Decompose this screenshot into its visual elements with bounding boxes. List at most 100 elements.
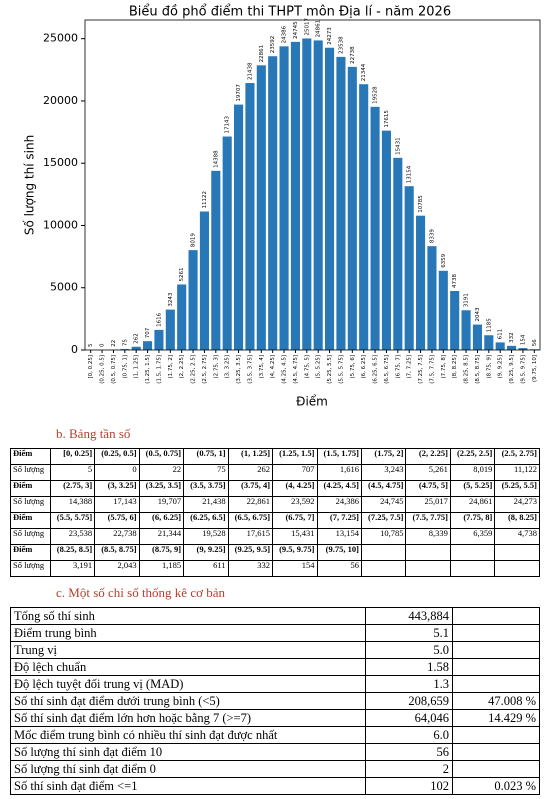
table-cell: (9, 9.25] [183,544,229,561]
x-tick-label: (9.5, 9.75] [520,355,526,384]
table-cell: (0.5, 0.75] [138,448,185,465]
table-cell: 0 [94,464,140,481]
bar [302,38,312,350]
x-tick-label: (5.75, 6] [350,355,356,379]
data-label: 8339 [429,229,435,243]
table-cell: 8,019 [449,464,496,481]
x-tick-label: (4, 4.25] [270,355,276,379]
table-row: Điểm (2.75, 3] (3, 3.25] (3.25, 3.5] (3.5, 3… [10,480,540,497]
y-tick-label: 0 [71,343,78,356]
data-label: 75 [122,339,128,346]
table-cell: 22,738 [94,528,140,545]
x-tick-label: (6.25, 6.5] [373,355,379,384]
table-cell: Độ lệch chuẩn [10,658,366,676]
bar [461,310,471,350]
table-cell: 8,339 [405,528,451,545]
chart-title: Biểu đồ phổ điểm thi THPT môn Địa lí - n… [129,5,451,20]
table-cell: Điểm [10,544,51,561]
table-row: Số lượng 3,191 2,043 1,185 611 332 154 56 [10,560,540,577]
bar [450,290,460,350]
data-label: 25017 [304,17,310,35]
table-cell: (5, 5.25] [449,480,496,497]
table-row: Số thí sinh đạt điểm dưới trung bình (<5… [10,692,540,710]
table-cell: 21,344 [138,528,185,545]
table-cell: 611 [183,560,229,577]
table-row: Độ lệch chuẩn 1.58 [10,658,540,676]
table-cell: Tổng số thí sinh [10,607,366,625]
table-cell: Số lượng [10,464,51,481]
bar [131,346,141,350]
chart: Biểu đồ phổ điểm thi THPT môn Địa lí - n… [23,5,541,409]
table-cell: 24,745 [360,496,407,513]
table-cell: 13,154 [316,528,362,545]
data-label: 22861 [259,45,265,63]
data-label: 24273 [327,27,333,45]
x-tick-label: (9.25, 9.5] [509,355,515,384]
bar [472,324,482,350]
table-cell: Số lượng thí sinh đạt điểm 10 [10,743,366,761]
table-cell: (8, 8.25] [494,512,540,529]
bar [313,40,323,350]
table-cell: 5.0 [365,641,453,659]
bar [143,341,153,350]
table-row: Điểm (8.25, 8.5] (8.5, 8.75] (8.75, 9] (9, 9… [10,544,540,561]
table-cell: 23,592 [272,496,318,513]
section-heading: c. Một số chỉ số thống kê cơ bản [56,585,225,600]
table-cell: 1.58 [365,658,453,676]
table-cell: 154 [272,560,318,577]
table-cell: Điểm trung bình [10,624,366,642]
x-tick-label: (7.25, 7.5] [418,355,424,384]
table-cell: 3,243 [360,464,407,481]
table-row: Số lượng 14,388 17,143 19,707 21,438 22,861 23… [10,496,540,513]
table-cell: Số lượng [10,560,51,577]
table-cell: Số thí sinh đạt điểm dưới trung bình (<5… [10,692,366,710]
bar [416,215,426,350]
x-tick-label: (0.5, 0.75] [111,355,117,384]
table-cell: (1.75, 2] [360,448,407,465]
table-row: Tổng số thí sinh 443,884 [10,607,540,625]
bar [438,270,448,350]
table-cell: (3.75, 4] [227,480,274,497]
table-cell: 56 [365,743,453,761]
data-label: 4738 [452,274,458,288]
table-cell: 5.1 [365,624,453,642]
table-cell [452,726,540,744]
table-cell: 5 [49,464,96,481]
data-label: 21344 [361,63,367,81]
table-cell: [0, 0.25] [49,448,96,465]
table-row: Số thí sinh đạt điểm lớn hơn hoặc bằng 7… [10,709,540,727]
table-cell: (3.5, 3.75] [183,480,229,497]
data-label: 3243 [168,292,174,306]
table-cell: (7.5, 7.75] [405,512,451,529]
table-cell [452,624,540,642]
table-row: Điểm trung bình 5.1 [10,624,540,642]
y-tick-label: 20000 [43,94,78,107]
bar [359,84,369,351]
table-cell: (4, 4.25] [272,480,318,497]
table-row: Mốc điểm trung bình có nhiều thí sinh đạ… [10,726,540,744]
table-cell: (4.5, 4.75] [360,480,407,497]
x-tick-label: (8.75, 9] [486,355,492,379]
x-tick-label: (3.25, 3.5] [236,355,242,384]
data-label: 262 [134,333,140,344]
table-cell [449,560,496,577]
table-cell [452,607,540,625]
x-tick-label: (2.5, 2.75] [202,355,208,384]
table-cell: 1,185 [138,560,185,577]
table-cell: 11,122 [494,464,540,481]
table-cell: 15,431 [272,528,318,545]
data-label: 23538 [338,36,344,54]
data-label: 707 [145,327,151,338]
table-cell: (9.25, 9.5] [227,544,274,561]
table-cell: Trung vị [10,641,366,659]
table-cell: 22 [138,464,185,481]
x-tick-label: (7.75, 8] [441,355,447,379]
table-cell: 21,438 [183,496,229,513]
table-cell [452,658,540,676]
table-cell [360,560,407,577]
bar [256,65,266,350]
table-cell: (7, 7.25] [316,512,362,529]
frequency-table: Điểm [0, 0.25] (0.25, 0.5] (0.5, 0.75] (0.75… [10,448,540,577]
table-cell: 23,538 [49,528,96,545]
